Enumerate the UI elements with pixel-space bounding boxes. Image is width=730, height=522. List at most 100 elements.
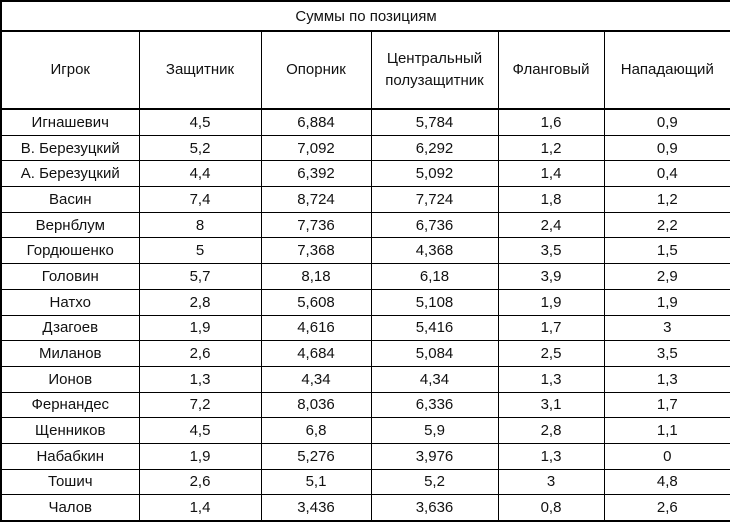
- value-cell: 7,2: [138, 391, 262, 419]
- column-header: Фланговый: [497, 30, 605, 110]
- value-cell: 2,2: [603, 211, 730, 239]
- value-cell: 1,3: [497, 365, 605, 393]
- player-name-cell: В. Березуцкий: [0, 134, 140, 162]
- player-name-cell: Головин: [0, 263, 140, 290]
- value-cell: 7,4: [138, 186, 262, 213]
- value-cell: 0,4: [603, 160, 730, 188]
- player-name-cell: Щенников: [0, 417, 140, 444]
- value-cell: 6,336: [370, 391, 499, 419]
- value-cell: 5,7: [138, 263, 262, 290]
- table-row: Игнашевич 4,5 6,884 5,784 1,6 0,9: [0, 108, 730, 136]
- header-row: Игрок Защитник Опорник Центральный полузащи…: [0, 30, 730, 110]
- value-cell: 2,6: [603, 494, 730, 522]
- value-cell: 4,8: [603, 468, 730, 496]
- player-name-cell: Миланов: [0, 340, 140, 367]
- column-header: Центральный полузащитник: [370, 30, 499, 110]
- value-cell: 5,084: [370, 340, 499, 367]
- value-cell: 5,608: [260, 288, 372, 316]
- table-row: Чалов 1,4 3,436 3,636 0,8 2,6: [0, 494, 730, 522]
- value-cell: 7,368: [260, 237, 372, 265]
- player-name-cell: Гордюшенко: [0, 237, 140, 265]
- table-row: Головин 5,7 8,18 6,18 3,9 2,9: [0, 263, 730, 290]
- value-cell: 0: [603, 442, 730, 470]
- table-row: Набабкин 1,9 5,276 3,976 1,3 0: [0, 442, 730, 470]
- value-cell: 4,5: [138, 108, 262, 136]
- value-cell: 5,784: [370, 108, 499, 136]
- title-row: Суммы по позициям: [0, 0, 730, 32]
- value-cell: 7,736: [260, 211, 372, 239]
- value-cell: 0,8: [497, 494, 605, 522]
- value-cell: 5,2: [370, 468, 499, 496]
- table-title: Суммы по позициям: [0, 0, 730, 32]
- table-row: Фернандес 7,2 8,036 6,336 3,1 1,7: [0, 391, 730, 419]
- value-cell: 1,2: [603, 186, 730, 213]
- value-cell: 6,392: [260, 160, 372, 188]
- player-name-cell: А. Березуцкий: [0, 160, 140, 188]
- table-row: Васин 7,4 8,724 7,724 1,8 1,2: [0, 186, 730, 213]
- table-row: Натхо 2,8 5,608 5,108 1,9 1,9: [0, 288, 730, 316]
- value-cell: 1,6: [497, 108, 605, 136]
- column-header: Защитник: [138, 30, 262, 110]
- value-cell: 1,2: [497, 134, 605, 162]
- value-cell: 6,884: [260, 108, 372, 136]
- value-cell: 8,18: [260, 263, 372, 290]
- table-row: Вернблум 8 7,736 6,736 2,4 2,2: [0, 211, 730, 239]
- player-name-cell: Натхо: [0, 288, 140, 316]
- value-cell: 2,8: [497, 417, 605, 444]
- table-body: Игнашевич 4,5 6,884 5,784 1,6 0,9 В. Березуцки…: [0, 108, 730, 522]
- value-cell: 5,1: [260, 468, 372, 496]
- value-cell: 3,436: [260, 494, 372, 522]
- table-row: Тошич 2,6 5,1 5,2 3 4,8: [0, 468, 730, 496]
- value-cell: 1,4: [138, 494, 262, 522]
- value-cell: 5: [138, 237, 262, 265]
- value-cell: 6,736: [370, 211, 499, 239]
- player-name-cell: Фернандес: [0, 391, 140, 419]
- value-cell: 3,636: [370, 494, 499, 522]
- value-cell: 3,976: [370, 442, 499, 470]
- table-row: Дзагоев 1,9 4,616 5,416 1,7 3: [0, 314, 730, 342]
- value-cell: 2,9: [603, 263, 730, 290]
- value-cell: 1,5: [603, 237, 730, 265]
- value-cell: 3,5: [497, 237, 605, 265]
- value-cell: 6,292: [370, 134, 499, 162]
- value-cell: 1,7: [603, 391, 730, 419]
- value-cell: 0,9: [603, 108, 730, 136]
- value-cell: 3,5: [603, 340, 730, 367]
- value-cell: 3: [497, 468, 605, 496]
- value-cell: 5,092: [370, 160, 499, 188]
- column-header: Игрок: [0, 30, 140, 110]
- value-cell: 2,8: [138, 288, 262, 316]
- value-cell: 3: [603, 314, 730, 342]
- value-cell: 6,18: [370, 263, 499, 290]
- table-row: Миланов 2,6 4,684 5,084 2,5 3,5: [0, 340, 730, 367]
- table-row: Щенников 4,5 6,8 5,9 2,8 1,1: [0, 417, 730, 444]
- value-cell: 5,2: [138, 134, 262, 162]
- column-header: Опорник: [260, 30, 372, 110]
- value-cell: 4,5: [138, 417, 262, 444]
- player-name-cell: Чалов: [0, 494, 140, 522]
- value-cell: 1,1: [603, 417, 730, 444]
- value-cell: 5,9: [370, 417, 499, 444]
- value-cell: 2,6: [138, 340, 262, 367]
- table-row: В. Березуцкий 5,2 7,092 6,292 1,2 0,9: [0, 134, 730, 162]
- value-cell: 7,724: [370, 186, 499, 213]
- value-cell: 4,34: [370, 365, 499, 393]
- value-cell: 2,5: [497, 340, 605, 367]
- value-cell: 1,3: [497, 442, 605, 470]
- value-cell: 1,9: [603, 288, 730, 316]
- value-cell: 4,684: [260, 340, 372, 367]
- value-cell: 4,368: [370, 237, 499, 265]
- player-name-cell: Дзагоев: [0, 314, 140, 342]
- player-name-cell: Тошич: [0, 468, 140, 496]
- value-cell: 1,7: [497, 314, 605, 342]
- value-cell: 5,416: [370, 314, 499, 342]
- value-cell: 4,34: [260, 365, 372, 393]
- value-cell: 4,4: [138, 160, 262, 188]
- value-cell: 2,4: [497, 211, 605, 239]
- player-name-cell: Васин: [0, 186, 140, 213]
- value-cell: 4,616: [260, 314, 372, 342]
- value-cell: 5,276: [260, 442, 372, 470]
- table-row: А. Березуцкий 4,4 6,392 5,092 1,4 0,4: [0, 160, 730, 188]
- value-cell: 8: [138, 211, 262, 239]
